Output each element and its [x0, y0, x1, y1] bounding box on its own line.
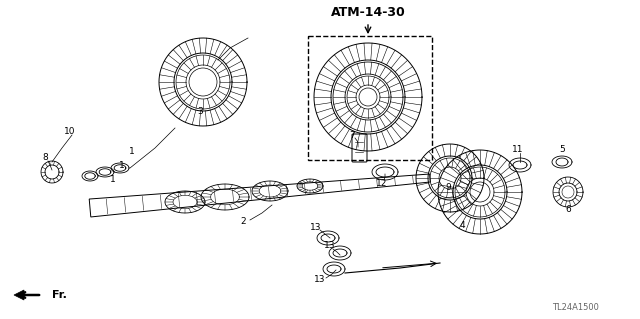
Text: Fr.: Fr.	[52, 290, 67, 300]
Text: 9: 9	[445, 183, 451, 192]
Text: 1: 1	[119, 160, 125, 169]
Text: 4: 4	[459, 220, 465, 229]
Text: TL24A1500: TL24A1500	[552, 303, 598, 313]
Text: 12: 12	[376, 179, 388, 188]
Text: 2: 2	[240, 218, 246, 226]
Text: ATM-14-30: ATM-14-30	[331, 6, 405, 19]
Text: 11: 11	[512, 145, 524, 154]
Text: 13: 13	[314, 276, 326, 285]
Text: 13: 13	[324, 241, 336, 250]
Text: 1: 1	[110, 174, 116, 183]
Polygon shape	[14, 290, 24, 300]
Text: 10: 10	[64, 128, 76, 137]
Text: 5: 5	[559, 145, 565, 154]
Text: 8: 8	[42, 153, 48, 162]
Text: 6: 6	[565, 205, 571, 214]
Text: 3: 3	[197, 108, 203, 116]
Text: 13: 13	[310, 224, 322, 233]
Text: 7: 7	[349, 130, 355, 139]
Text: 1: 1	[129, 147, 135, 157]
